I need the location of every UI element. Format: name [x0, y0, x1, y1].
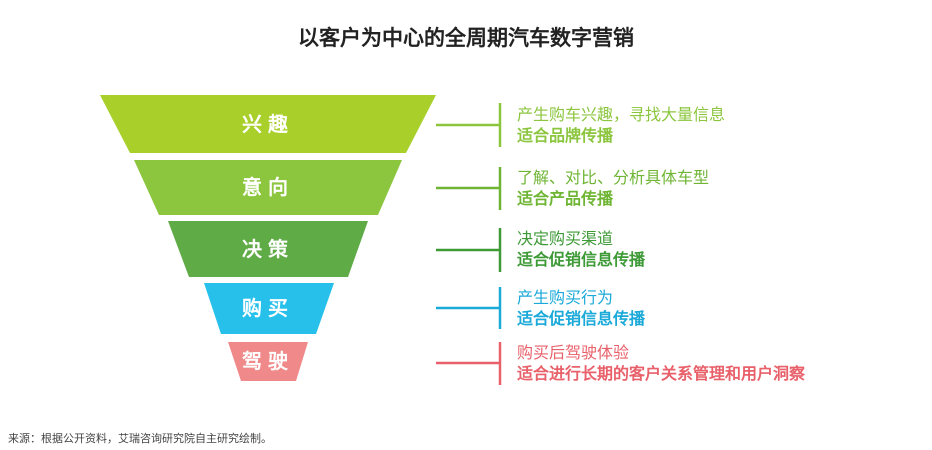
funnel-stage-decision: 决策: [168, 221, 502, 277]
diagram-title: 以客户为中心的全周期汽车数字营销: [298, 26, 634, 50]
source-note: 来源：根据公开资料，艾瑞咨询研究院自主研究绘制。: [8, 432, 272, 445]
stage-desc-line1: 了解、对比、分析具体车型: [517, 168, 710, 187]
stage-desc-line2: 适合品牌传播: [517, 126, 614, 145]
funnel-stage-interest: 兴趣: [100, 95, 502, 153]
stage-label-driving: 驾驶: [242, 349, 294, 373]
stage-description-intention: 了解、对比、分析具体车型 适合产品传播: [517, 167, 709, 209]
stage-desc-line2: 适合产品传播: [517, 189, 614, 208]
stage-description-decision: 决定购买渠道 适合促销信息传播: [517, 228, 645, 270]
stage-description-interest: 产生购车兴趣，寻找大量信息 适合品牌传播: [517, 104, 725, 146]
stage-desc-line1: 产生购车兴趣，寻找大量信息: [517, 105, 726, 124]
stage-label-interest: 兴趣: [242, 112, 294, 136]
stage-description-driving: 购买后驾驶体验 适合进行长期的客户关系管理和用户洞察: [517, 342, 805, 384]
stage-desc-line2: 适合进行长期的客户关系管理和用户洞察: [517, 364, 806, 383]
stage-label-decision: 决策: [242, 237, 294, 261]
stage-desc-line1: 产生购买行为: [517, 288, 614, 307]
stage-label-purchase: 购买: [242, 296, 294, 320]
funnel-stage-purchase: 购买: [204, 283, 502, 334]
stage-desc-line2: 适合促销信息传播: [517, 250, 646, 269]
stage-desc-line1: 决定购买渠道: [517, 229, 614, 248]
stage-desc-line1: 购买后驾驶体验: [517, 343, 630, 362]
stage-label-intention: 意向: [242, 175, 294, 199]
stage-desc-line2: 适合促销信息传播: [517, 309, 646, 328]
funnel-stage-driving: 驾驶: [228, 342, 502, 385]
funnel-stage-intention: 意向: [134, 160, 502, 215]
stage-description-purchase: 产生购买行为 适合促销信息传播: [517, 287, 645, 329]
